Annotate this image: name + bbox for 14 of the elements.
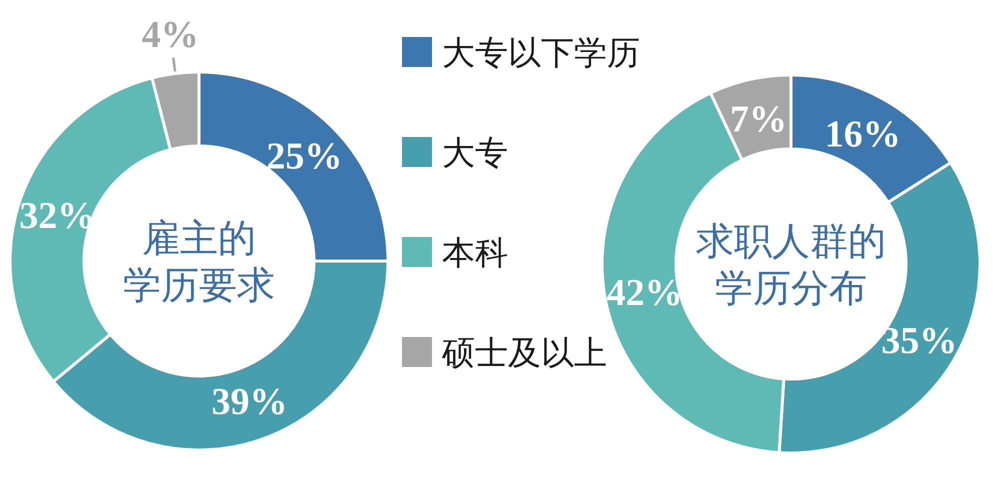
data-label: 35% [881, 320, 958, 362]
data-label: 4% [142, 14, 199, 56]
title: 雇主的学历要求 [123, 216, 275, 308]
legend-label: 硕士及以上 [442, 332, 607, 372]
data-label: 42% [606, 272, 683, 314]
data-label: 39% [211, 381, 288, 424]
data-label: 7% [730, 98, 787, 141]
title: 求职人群的学历分布 [696, 219, 886, 310]
data-label: 32% [19, 194, 96, 237]
legend-label: 本科 [442, 232, 508, 272]
legend-label: 大专 [442, 132, 508, 172]
data-label: 25% [266, 136, 342, 178]
legend-label: 大专以下学历 [442, 32, 640, 72]
data-label: 16% [824, 113, 901, 156]
